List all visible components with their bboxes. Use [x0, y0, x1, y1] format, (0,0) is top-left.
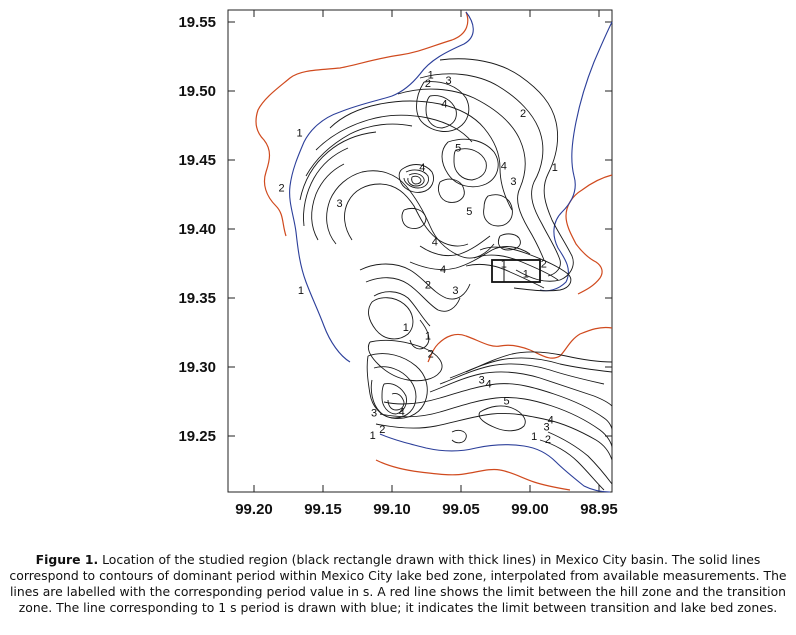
contour-label: 4 — [486, 379, 492, 391]
contour-label: 3 — [510, 176, 516, 188]
contour-label: 4 — [399, 406, 405, 418]
red-limit-line-south — [375, 326, 613, 491]
contour-label: 1 — [501, 259, 507, 271]
contour-label: 1 — [298, 285, 304, 297]
contour-label: 1 — [523, 268, 529, 280]
x-tick-label: 99.05 — [442, 501, 480, 518]
contour-label: 4 — [419, 162, 425, 174]
y-tick-label: 19.25 — [178, 428, 216, 445]
period-contours — [299, 58, 613, 491]
x-tick-label: 99.10 — [373, 501, 411, 518]
contour-label: 5 — [466, 206, 472, 218]
contour-label: 2 — [379, 424, 385, 436]
contour-label: 4 — [440, 264, 446, 276]
y-tick-label: 19.50 — [178, 83, 216, 100]
contour-label: 3 — [446, 75, 452, 87]
blue-1s-contour — [289, 11, 613, 493]
y-tick-label: 19.45 — [178, 152, 216, 169]
contour-label: 2 — [279, 183, 285, 195]
x-axis-labels: 99.20 99.15 99.10 99.05 99.00 98.95 — [235, 501, 618, 518]
contour-label: 1 — [552, 162, 558, 174]
y-tick-label: 19.55 — [178, 14, 216, 31]
contour-label: 4 — [548, 415, 554, 427]
contour-label: 1 — [296, 128, 302, 140]
x-tick-label: 99.00 — [511, 501, 549, 518]
contour-label: 3 — [452, 285, 458, 297]
contour-label: 4 — [501, 161, 507, 173]
contour-label: 1 — [425, 330, 431, 342]
y-tick-label: 19.40 — [178, 221, 216, 238]
studied-region-rectangle — [491, 259, 541, 283]
contour-label: 1 — [531, 431, 537, 443]
contour-label: 2 — [425, 78, 431, 90]
caption-text: Location of the studied region (black re… — [9, 552, 787, 615]
contour-label: 3 — [479, 375, 485, 387]
x-tick-label: 99.15 — [304, 501, 342, 518]
axis-ticks — [228, 10, 612, 492]
figure-caption: Figure 1. Location of the studied region… — [4, 552, 792, 616]
y-tick-label: 19.30 — [178, 359, 216, 376]
contour-label: 2 — [541, 259, 547, 271]
caption-label: Figure 1. — [35, 552, 99, 567]
red-limit-line-north — [255, 11, 469, 237]
contour-map-figure: 19.55 19.50 19.45 19.40 19.35 19.30 19.25 99.2… — [178, 9, 618, 518]
x-tick-label: 98.95 — [580, 501, 618, 518]
contour-label: 2 — [425, 279, 431, 291]
contour-label: 1 — [428, 70, 434, 82]
contour-label: 3 — [543, 421, 549, 433]
contour-label: 4 — [432, 237, 438, 249]
x-tick-label: 99.20 — [235, 501, 273, 518]
y-tick-label: 19.35 — [178, 290, 216, 307]
red-limit-line-east — [565, 174, 613, 295]
contour-label: 2 — [520, 108, 526, 120]
contour-label: 1 — [403, 322, 409, 334]
contour-label: 3 — [336, 198, 342, 210]
contour-label: 2 — [428, 348, 434, 360]
y-axis-labels: 19.55 19.50 19.45 19.40 19.35 19.30 19.25 — [178, 14, 216, 445]
contour-label: 3 — [371, 408, 377, 420]
contour-label: 2 — [545, 434, 551, 446]
map-frame — [227, 9, 613, 493]
contour-label: 5 — [503, 395, 509, 407]
contour-label: 1 — [370, 430, 376, 442]
contour-label: 5 — [455, 143, 461, 155]
contour-label: 4 — [441, 99, 447, 111]
